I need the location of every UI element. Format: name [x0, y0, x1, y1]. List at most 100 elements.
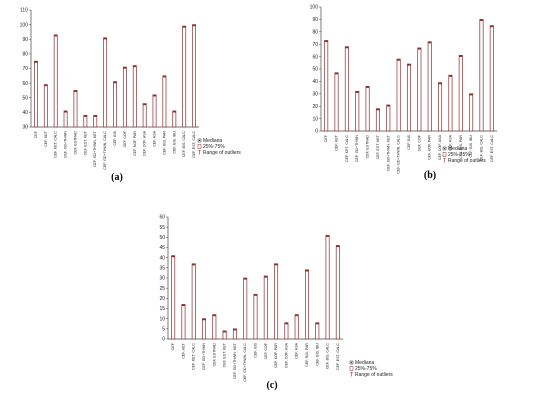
- x-tick-label: CEF, GD+THWN, KET: [386, 134, 390, 171]
- bar: [113, 81, 117, 128]
- bar: [34, 60, 38, 128]
- median-marker: [181, 304, 186, 307]
- x-tick-label: CEF, EST, KET: [376, 134, 380, 159]
- bar: [375, 108, 380, 132]
- legend-label: 25%-75%: [448, 152, 470, 158]
- median-marker: [143, 103, 147, 106]
- y-tick-label: 40: [22, 110, 28, 116]
- x-tick-label: CEF, BIS, PAR: [459, 135, 463, 159]
- median-marker: [172, 110, 176, 113]
- x-tick-label: CEF, COF, ASA: [284, 342, 288, 368]
- median-marker: [222, 330, 227, 333]
- bar: [263, 275, 268, 340]
- x-tick-label: CEF, COF: [123, 130, 127, 147]
- legend-label: Range of outliers: [448, 158, 486, 164]
- x-tick-label: CEF, BIS, IBU: [315, 343, 319, 366]
- median-marker: [73, 90, 78, 93]
- y-tick-label: 55: [159, 225, 165, 231]
- median-marker: [334, 72, 339, 75]
- median-marker: [162, 75, 166, 78]
- y-tick-label: 20: [312, 104, 318, 110]
- x-tick-label: CEF, GD+THWN, KET: [93, 130, 97, 167]
- legend-box-swatch: [197, 144, 202, 149]
- x-tick-label: CEF, COF: [417, 134, 421, 151]
- y-tick-label: 30: [22, 125, 28, 131]
- y-tick-label: 50: [22, 95, 28, 101]
- bar: [243, 277, 248, 340]
- bar: [83, 114, 88, 128]
- bar: [182, 25, 187, 128]
- bar: [43, 84, 48, 128]
- median-marker: [324, 40, 328, 43]
- bar: [448, 74, 453, 132]
- y-tick-label: 60: [159, 215, 165, 221]
- bar: [191, 263, 196, 340]
- x-tick-label: CEF, EST, CALC: [192, 131, 196, 158]
- bar: [171, 255, 176, 340]
- median-marker: [448, 75, 453, 77]
- x-tick-label: CEF, KET, CALC: [345, 135, 349, 162]
- median-marker: [274, 263, 278, 266]
- x-tick-label: CEF, KET: [44, 130, 48, 147]
- bar: [396, 58, 401, 132]
- median-marker: [490, 25, 494, 28]
- y-tick-label: 60: [312, 54, 318, 60]
- median-marker: [459, 55, 463, 57]
- x-tick-label: CEF, GD+THWN, CALC: [397, 135, 401, 174]
- x-tick-label: CEF, ESTRAD: [73, 131, 77, 155]
- median-marker: [113, 81, 117, 84]
- x-tick-label: CEF, EST, CALC: [490, 135, 494, 162]
- median-marker: [365, 86, 370, 88]
- y-tick-label: 50: [159, 235, 165, 241]
- y-tick-label: 30: [159, 276, 165, 282]
- chart-panel-2: 0 10 20 30 40 50 60 70 80 90 100 CEF CEF, KET CEF, KE…: [310, 5, 497, 181]
- median-marker: [103, 37, 107, 40]
- chart-panel-1: 30 40 50 60 70 80 90 100 110 CEF CEF, KET CEF, KET,…: [20, 8, 242, 183]
- legend-box-swatch: [442, 152, 447, 157]
- bar: [344, 46, 349, 132]
- y-tick-label: 20: [159, 296, 165, 302]
- median-marker: [54, 34, 58, 37]
- x-tick-label: CEF, KOF, PAR: [428, 135, 432, 160]
- legend-box-swatch: [349, 366, 354, 371]
- median-marker: [202, 318, 206, 321]
- x-tick-label: CEF, GD+THWN: [355, 135, 359, 162]
- median-marker: [264, 275, 268, 278]
- panel-label: (a): [111, 172, 123, 183]
- median-marker: [315, 322, 319, 325]
- x-tick-label: CEF, EST, KET: [83, 130, 87, 155]
- median-marker: [417, 47, 422, 50]
- bar: [355, 90, 360, 132]
- bar: [294, 314, 299, 340]
- x-tick-label: CEF, EST, CALC: [336, 343, 340, 370]
- legend-label: Range of outliers: [355, 372, 393, 378]
- y-tick-label: 80: [22, 52, 28, 58]
- median-marker: [44, 84, 48, 87]
- bar: [438, 82, 443, 132]
- median-marker: [182, 26, 186, 28]
- x-tick-label: CEF, KET: [181, 342, 185, 359]
- bar: [212, 314, 217, 340]
- median-marker: [386, 104, 390, 107]
- x-tick-label: CEF: [324, 134, 328, 142]
- bar: [253, 293, 258, 340]
- y-tick-label: 50: [312, 67, 318, 73]
- y-tick-label: 15: [159, 306, 165, 312]
- y-tick-label: 0: [162, 337, 165, 343]
- bar: [93, 114, 98, 128]
- bar: [469, 93, 474, 132]
- panel-label: (c): [266, 380, 277, 391]
- x-tick-label: CEF, COF: [264, 342, 268, 359]
- median-marker: [479, 19, 484, 21]
- median-marker: [192, 263, 196, 266]
- x-tick-label: CEF, EST, KET: [223, 342, 227, 367]
- y-tick-label: 10: [312, 116, 318, 122]
- median-marker: [305, 269, 309, 272]
- y-tick-label: 45: [159, 245, 165, 251]
- x-tick-label: CEF, KET: [335, 134, 339, 151]
- bar: [202, 318, 207, 340]
- median-marker: [133, 65, 137, 68]
- median-marker: [407, 64, 411, 66]
- y-tick-label: 70: [22, 66, 28, 72]
- x-tick-label: CEF, KOF, PAR: [133, 131, 137, 156]
